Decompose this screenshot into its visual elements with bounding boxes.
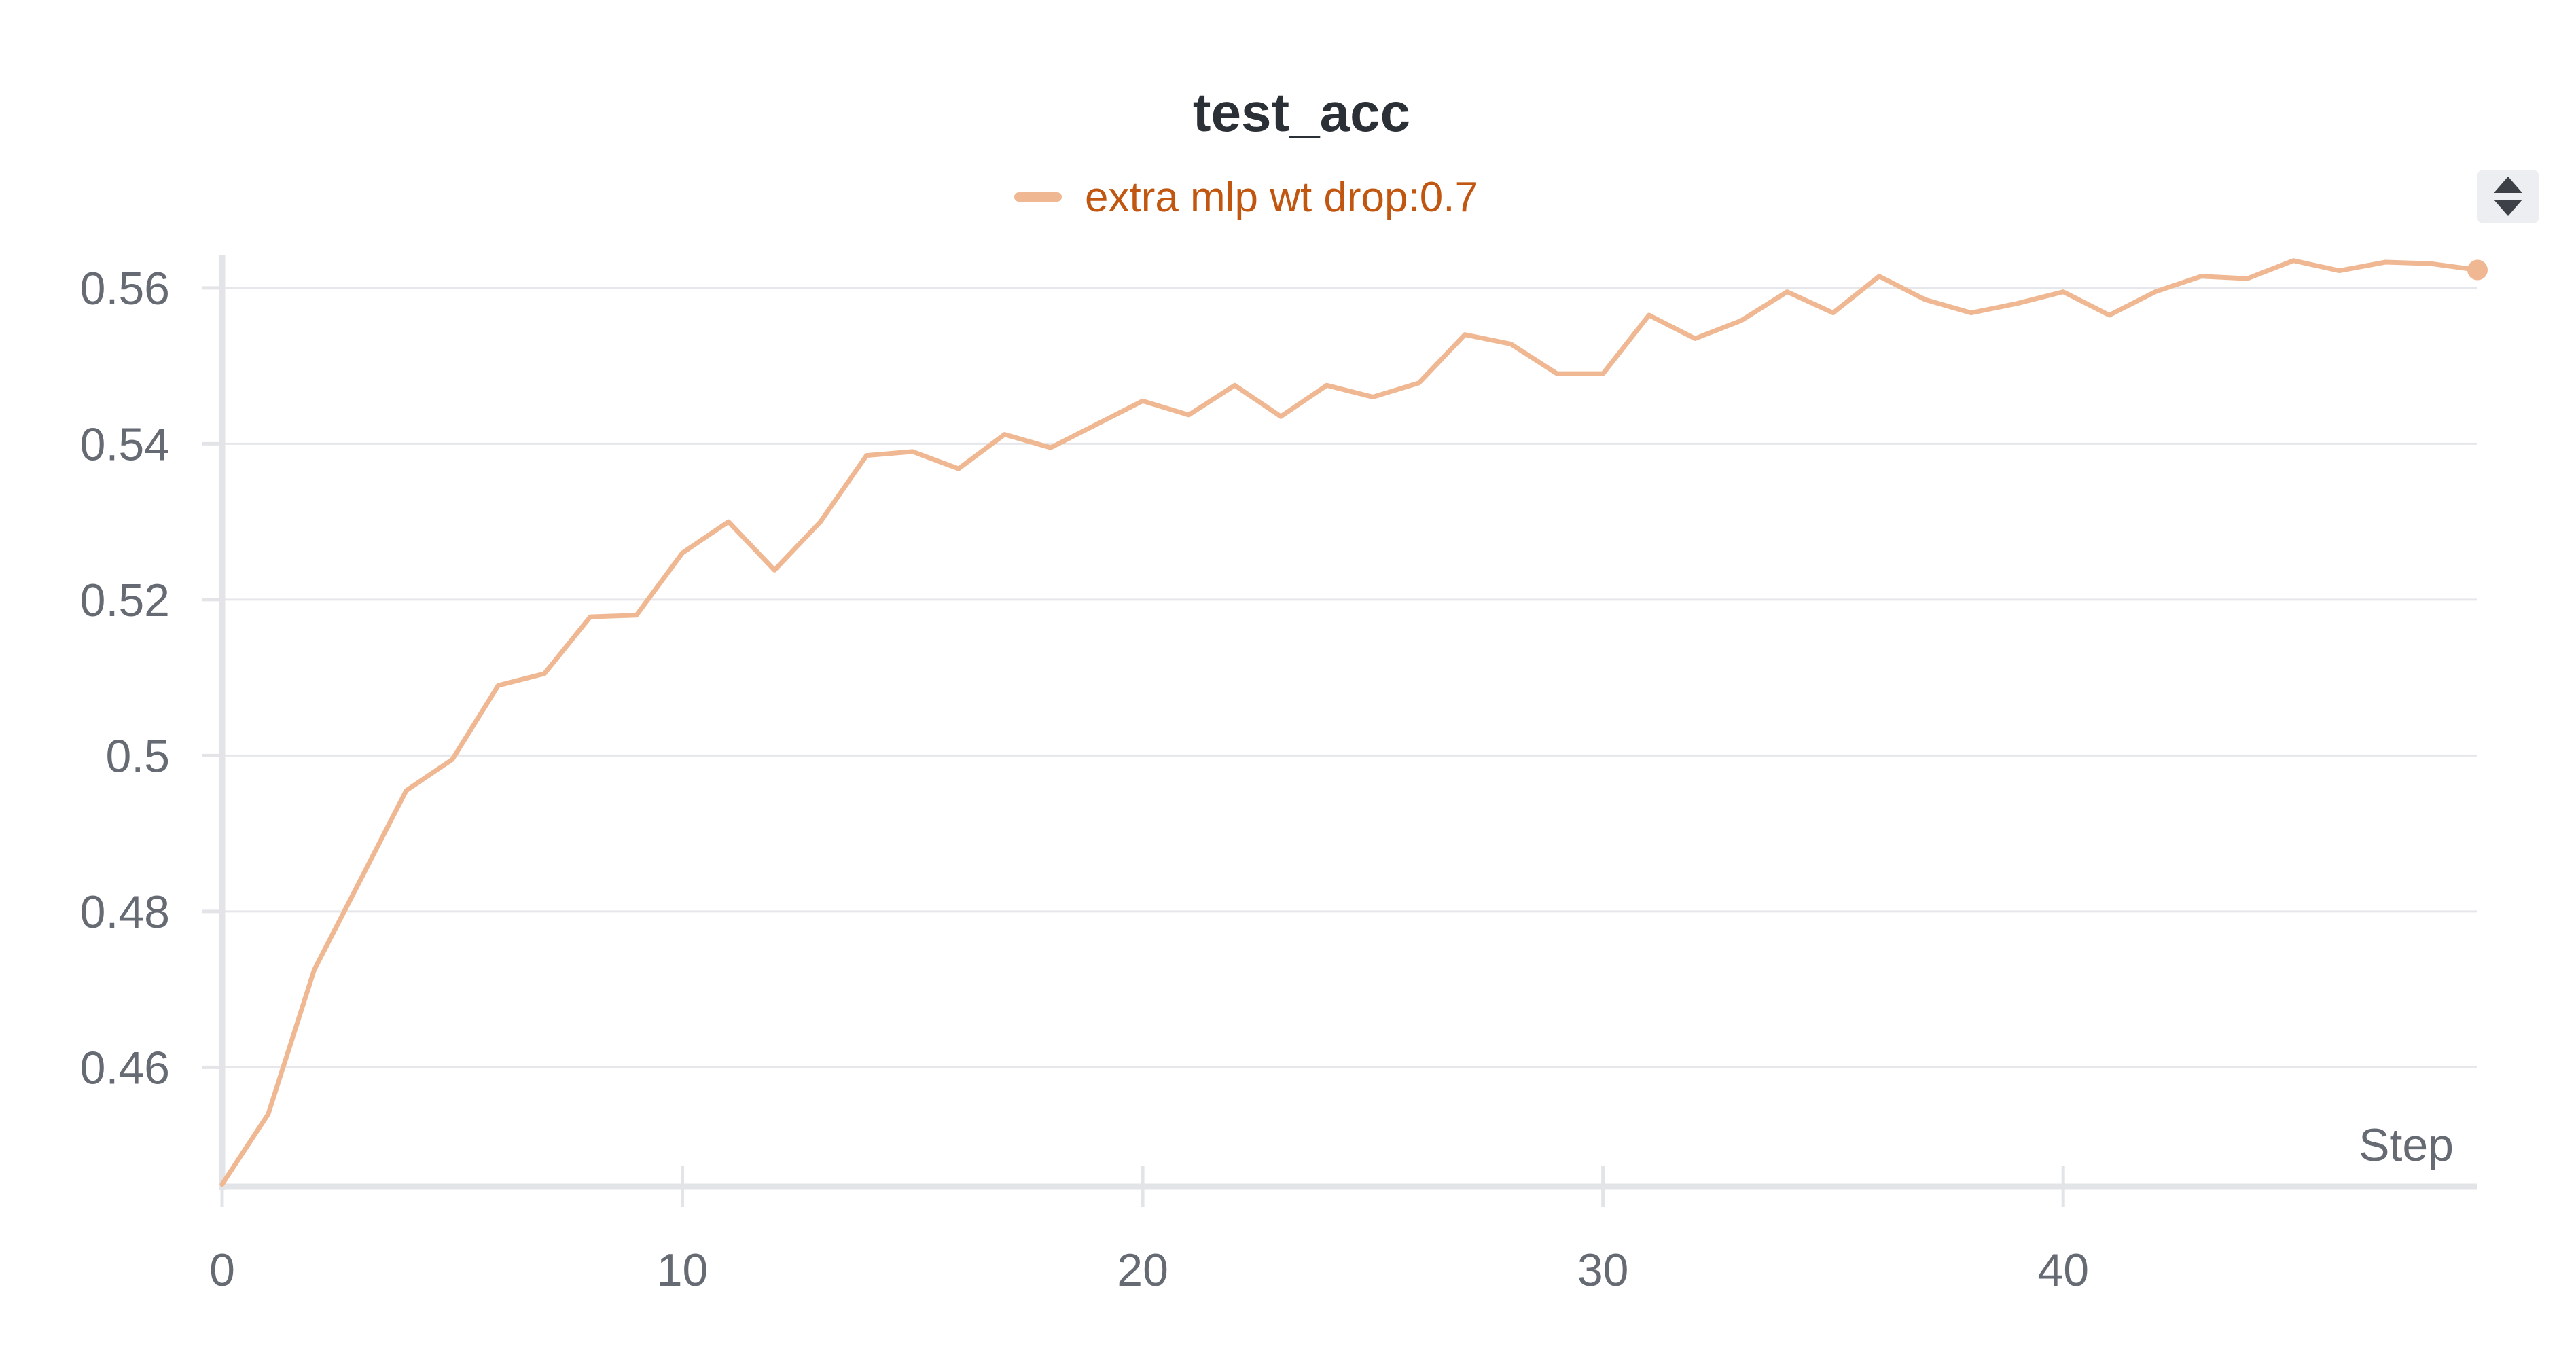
- tick-labels: 0.46 0.48 0.5 0.52 0.54 0.56 0 10 20 30 40: [80, 263, 2089, 1296]
- legend[interactable]: extra mlp wt drop:0.7: [1014, 174, 1478, 221]
- series: [219, 258, 2488, 1187]
- y-tick-label: 0.54: [80, 418, 170, 470]
- axes: [202, 255, 2477, 1207]
- y-tick-label: 0.5: [105, 730, 170, 782]
- x-axis-title: Step: [2359, 1119, 2454, 1171]
- chart-title: test_acc: [1193, 82, 1410, 143]
- series-end-point[interactable]: [2467, 259, 2488, 281]
- y-tick-label: 0.52: [80, 575, 170, 626]
- grid: [222, 287, 2477, 1068]
- series-line: [219, 258, 2480, 1187]
- x-tick-label: 10: [657, 1244, 709, 1296]
- x-tick-label: 0: [209, 1244, 235, 1296]
- legend-label: extra mlp wt drop:0.7: [1085, 174, 1478, 221]
- x-tick-label: 20: [1117, 1244, 1168, 1296]
- y-tick-label: 0.48: [80, 886, 170, 938]
- y-tick-label: 0.46: [80, 1042, 170, 1094]
- y-tick-label: 0.56: [80, 263, 170, 314]
- x-tick-label: 40: [2037, 1244, 2089, 1296]
- sort-arrows-icon[interactable]: [2477, 170, 2539, 223]
- x-tick-label: 30: [1577, 1244, 1629, 1296]
